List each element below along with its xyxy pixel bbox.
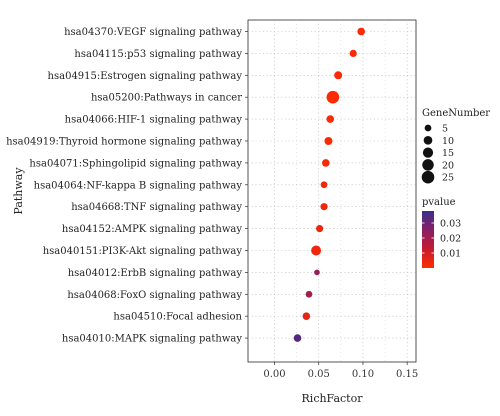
category-label: hsa04668:TNF signaling pathway bbox=[71, 202, 242, 213]
grid-lines bbox=[248, 20, 416, 362]
color-legend-title: pvalue bbox=[422, 197, 456, 208]
x-tick-label: 0.00 bbox=[263, 369, 285, 380]
size-legend-label: 5 bbox=[442, 124, 448, 135]
size-legend-label: 25 bbox=[442, 173, 454, 184]
size-legend-dot bbox=[422, 159, 434, 171]
size-legend-dot bbox=[423, 135, 433, 145]
x-axis-ticks: 0.00 0.05 0.10 0.15 bbox=[263, 362, 418, 380]
data-point bbox=[326, 90, 340, 104]
data-point bbox=[320, 203, 328, 211]
data-point bbox=[349, 49, 357, 57]
size-legend-label: 20 bbox=[442, 160, 454, 171]
size-legend-label: 10 bbox=[442, 136, 454, 147]
category-label: hsa04012:ErbB signaling pathway bbox=[68, 268, 243, 279]
color-legend-label: 0.02 bbox=[440, 234, 461, 245]
data-point bbox=[320, 181, 328, 189]
data-point bbox=[311, 245, 322, 256]
category-label: hsa04915:Estrogen signaling pathway bbox=[48, 71, 243, 82]
color-legend-label: 0.03 bbox=[440, 219, 461, 230]
plot-panel bbox=[247, 19, 417, 363]
category-label: hsa04152:AMPK signaling pathway bbox=[62, 224, 242, 235]
color-legend-label: 0.01 bbox=[440, 249, 461, 260]
size-legend-label: 15 bbox=[442, 148, 454, 159]
color-legend-bar bbox=[422, 211, 434, 268]
category-label: hsa04071:Sphingolipid signaling pathway bbox=[29, 158, 242, 169]
x-tick-label: 0.05 bbox=[308, 369, 330, 380]
size-legend-dot bbox=[421, 170, 435, 184]
x-tick-label: 0.15 bbox=[396, 369, 418, 380]
category-label: hsa04510:Focal adhesion bbox=[113, 312, 242, 323]
size-legend-title: GeneNumber bbox=[422, 108, 490, 119]
data-point bbox=[324, 137, 333, 145]
data-point bbox=[334, 71, 343, 80]
category-label: hsa04919:Thyroid hormone signaling pathw… bbox=[6, 137, 242, 148]
category-label: hsa04068:FoxO signaling pathway bbox=[67, 290, 242, 301]
data-point bbox=[322, 159, 330, 167]
data-point bbox=[357, 27, 365, 36]
data-point bbox=[326, 115, 335, 123]
category-labels: hsa04370:VEGF signaling pathway hsa04115:… bbox=[6, 27, 248, 345]
data-points bbox=[293, 27, 365, 342]
category-label: hsa040151:PI3K-Akt signaling pathway bbox=[43, 246, 243, 257]
category-label: hsa04370:VEGF signaling pathway bbox=[64, 27, 242, 38]
size-legend-dot bbox=[424, 124, 432, 132]
data-point bbox=[314, 269, 320, 276]
category-label: hsa04066:HIF-1 signaling pathway bbox=[65, 115, 243, 126]
category-label: hsa04010:MAPK signaling pathway bbox=[62, 334, 242, 345]
color-legend: pvalue 0.01 0.02 0.03 bbox=[422, 197, 461, 268]
data-point bbox=[305, 290, 313, 298]
x-tick-label: 0.10 bbox=[352, 369, 374, 380]
data-point bbox=[316, 225, 324, 233]
size-legend-dot bbox=[422, 147, 434, 158]
category-label: hsa04115:p53 signaling pathway bbox=[74, 49, 242, 60]
category-label: hsa05200:Pathways in cancer bbox=[91, 93, 242, 104]
category-label: hsa04064:NF-kappa B signaling pathway bbox=[34, 180, 243, 191]
x-axis-title: RichFactor bbox=[302, 392, 364, 405]
data-point bbox=[293, 334, 302, 342]
data-point bbox=[302, 312, 311, 321]
y-axis-title: Pathway bbox=[12, 167, 25, 215]
